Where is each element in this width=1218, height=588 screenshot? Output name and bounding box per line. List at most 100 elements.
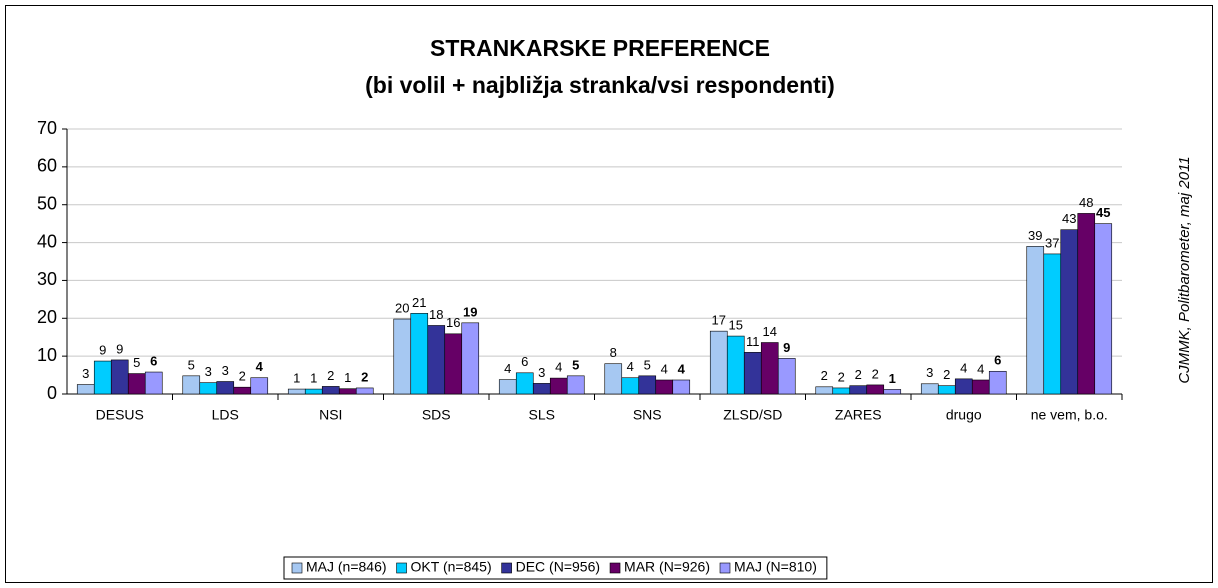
bar	[515, 372, 534, 395]
data-label: 15	[729, 318, 743, 333]
y-tick-label: 70	[37, 118, 57, 138]
bar	[76, 384, 95, 395]
bar	[1043, 253, 1062, 395]
data-label: 2	[361, 369, 368, 384]
legend-label: MAJ (N=810)	[734, 559, 817, 575]
x-tick-label: ZARES	[835, 407, 882, 423]
data-label: 14	[763, 324, 777, 339]
bar	[182, 375, 201, 395]
bar	[832, 387, 851, 395]
data-label: 8	[610, 345, 617, 360]
bar	[233, 386, 252, 395]
y-tick-label: 50	[37, 193, 57, 213]
x-tick-label: SDS	[422, 407, 451, 423]
x-tick-label: ZLSD/SD	[723, 407, 782, 423]
data-label: 2	[838, 369, 845, 384]
bar	[566, 375, 585, 395]
data-label: 18	[429, 307, 443, 322]
legend-swatch	[719, 562, 731, 574]
bar	[216, 381, 235, 395]
bar	[93, 360, 112, 395]
bar	[638, 375, 657, 395]
data-label: 5	[188, 357, 195, 372]
y-tick-label: 0	[47, 383, 57, 403]
bar	[250, 377, 269, 395]
legend-label: MAJ (n=846)	[306, 559, 387, 575]
bar	[672, 379, 691, 395]
bar	[743, 352, 762, 395]
x-tick-label: DESUS	[96, 407, 144, 423]
data-label: 39	[1028, 228, 1042, 243]
bar	[498, 379, 517, 395]
bar	[287, 388, 306, 395]
bar	[937, 385, 956, 395]
y-tick-label: 30	[37, 269, 57, 289]
x-tick-label: ne vem, b.o.	[1031, 407, 1108, 423]
bar	[726, 335, 745, 395]
data-label: 2	[821, 368, 828, 383]
bar	[444, 333, 463, 395]
x-tick-label: LDS	[212, 407, 239, 423]
data-label: 48	[1079, 195, 1093, 210]
data-label: 1	[889, 371, 896, 386]
bar	[866, 384, 885, 395]
bar	[1077, 213, 1096, 395]
frame	[5, 5, 1213, 583]
bar	[655, 379, 674, 395]
bar	[621, 377, 640, 395]
bar	[988, 370, 1007, 395]
data-label: 6	[994, 353, 1001, 368]
data-label: 4	[504, 361, 511, 376]
bar	[549, 377, 568, 395]
bar	[971, 379, 990, 395]
data-label: 45	[1096, 205, 1110, 220]
y-tick-label: 20	[37, 307, 57, 327]
bar	[777, 358, 796, 395]
legend-swatch	[501, 562, 512, 574]
legend-label: OKT (n=845)	[411, 559, 492, 575]
data-label: 19	[463, 304, 477, 319]
bar	[110, 359, 129, 395]
y-tick-label: 60	[37, 156, 57, 176]
bar	[1026, 246, 1045, 395]
data-label: 4	[678, 361, 686, 376]
data-label: 9	[116, 341, 123, 356]
bar	[954, 378, 973, 395]
bar	[1094, 223, 1113, 395]
bar	[127, 373, 146, 395]
legend-swatch	[396, 562, 407, 574]
data-label: 5	[133, 355, 140, 370]
bar	[604, 363, 623, 395]
legend-swatch	[609, 562, 621, 574]
bar	[144, 371, 163, 395]
bar	[338, 388, 357, 395]
data-label: 11	[746, 334, 760, 349]
bar	[393, 318, 412, 395]
bar	[532, 383, 551, 395]
bar	[815, 386, 834, 395]
y-tick-label: 40	[37, 231, 57, 251]
legend: MAJ (n=846) OKT (n=845) DEC (N=956) MAR (N=…	[283, 556, 828, 580]
data-label: 3	[222, 363, 229, 378]
data-label: 3	[538, 365, 545, 380]
data-label: 3	[82, 366, 89, 381]
data-label: 4	[627, 359, 634, 374]
data-label: 9	[783, 340, 790, 355]
data-label: 3	[926, 365, 933, 380]
data-label: 4	[661, 361, 668, 376]
bar	[410, 313, 429, 395]
bar	[321, 386, 340, 395]
x-tick-label: drugo	[946, 407, 982, 423]
data-label: 1	[310, 371, 317, 386]
bar	[1060, 229, 1079, 395]
data-label: 20	[395, 300, 409, 315]
data-label: 43	[1062, 211, 1076, 226]
bar	[883, 389, 902, 395]
data-label: 1	[344, 370, 351, 385]
legend-label: MAR (N=926)	[624, 559, 710, 575]
bar	[760, 342, 779, 395]
legend-label: DEC (N=956)	[516, 559, 600, 575]
x-tick-label: SNS	[633, 407, 662, 423]
data-label: 4	[977, 361, 984, 376]
